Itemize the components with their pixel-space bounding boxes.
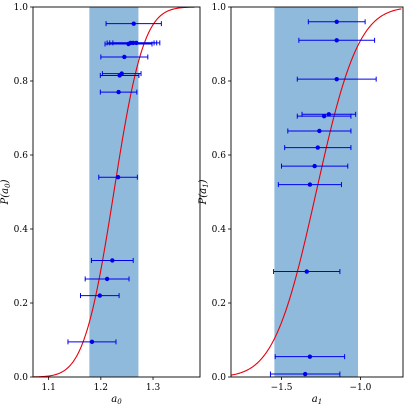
data-point <box>131 21 136 26</box>
y-axis-label-subscript: 1 <box>202 183 210 187</box>
y-axis-label-base: P(a <box>198 188 209 206</box>
y-tick-label: 0.2 <box>212 299 226 309</box>
y-tick-label: 0.8 <box>212 77 227 87</box>
data-point <box>315 145 320 150</box>
x-axis-label-base: a <box>111 394 117 404</box>
data-point <box>304 269 309 274</box>
data-point <box>302 371 308 377</box>
x-tick-label: −1.5 <box>271 383 293 393</box>
data-point <box>104 276 110 282</box>
y-tick-label: 0.2 <box>14 299 28 309</box>
y-axis-label: P(a1) <box>198 179 210 205</box>
data-point <box>117 73 122 78</box>
data-point <box>326 112 332 117</box>
y-tick-label: 1.0 <box>212 3 227 13</box>
axes-frame <box>230 6 404 378</box>
data-point <box>97 293 103 298</box>
data-point <box>317 128 322 134</box>
data-point <box>334 19 339 24</box>
data-point <box>122 54 127 60</box>
y-axis-label-subscript: 0 <box>4 183 12 188</box>
data-point <box>307 182 313 187</box>
cdf-curve <box>231 8 402 376</box>
data-point <box>312 163 317 169</box>
plot-area <box>33 7 195 377</box>
axes-frame <box>32 6 201 378</box>
y-axis-label-base: P(a <box>0 188 11 206</box>
data-point <box>126 41 131 47</box>
y-tick-label: 0.0 <box>14 373 29 383</box>
x-tick-label: −1.0 <box>349 383 371 393</box>
y-tick-label: 0.4 <box>14 225 29 235</box>
x-axis-label: a1 <box>312 394 322 404</box>
data-point <box>307 354 313 359</box>
x-axis-label-base: a <box>312 394 318 404</box>
x-axis-label-subscript: 0 <box>117 398 122 404</box>
cdf-curve <box>33 7 195 377</box>
data-point <box>115 175 121 180</box>
data-point <box>110 258 115 263</box>
x-tick-label: 1.2 <box>94 383 108 393</box>
y-tick-label: 0.8 <box>14 77 29 87</box>
y-axis-label-close: ) <box>0 179 11 184</box>
y-tick-label: 0.0 <box>212 373 227 383</box>
y-tick-label: 1.0 <box>14 3 29 13</box>
y-axis-label-close: ) <box>198 179 209 184</box>
data-point <box>334 76 339 82</box>
x-axis-label: a0 <box>111 394 122 404</box>
data-point <box>334 38 339 43</box>
data-point <box>89 339 95 345</box>
plot-area <box>231 7 402 377</box>
x-axis-label-subscript: 1 <box>318 398 322 404</box>
x-tick-label: 1.1 <box>41 383 55 393</box>
y-tick-label: 0.4 <box>212 225 227 235</box>
data-point <box>321 113 327 119</box>
y-tick-label: 0.6 <box>14 151 29 161</box>
x-tick-label: 1.3 <box>146 383 161 393</box>
y-tick-label: 0.6 <box>212 151 227 161</box>
data-point <box>116 89 121 95</box>
y-axis-label: P(a0) <box>0 179 12 205</box>
